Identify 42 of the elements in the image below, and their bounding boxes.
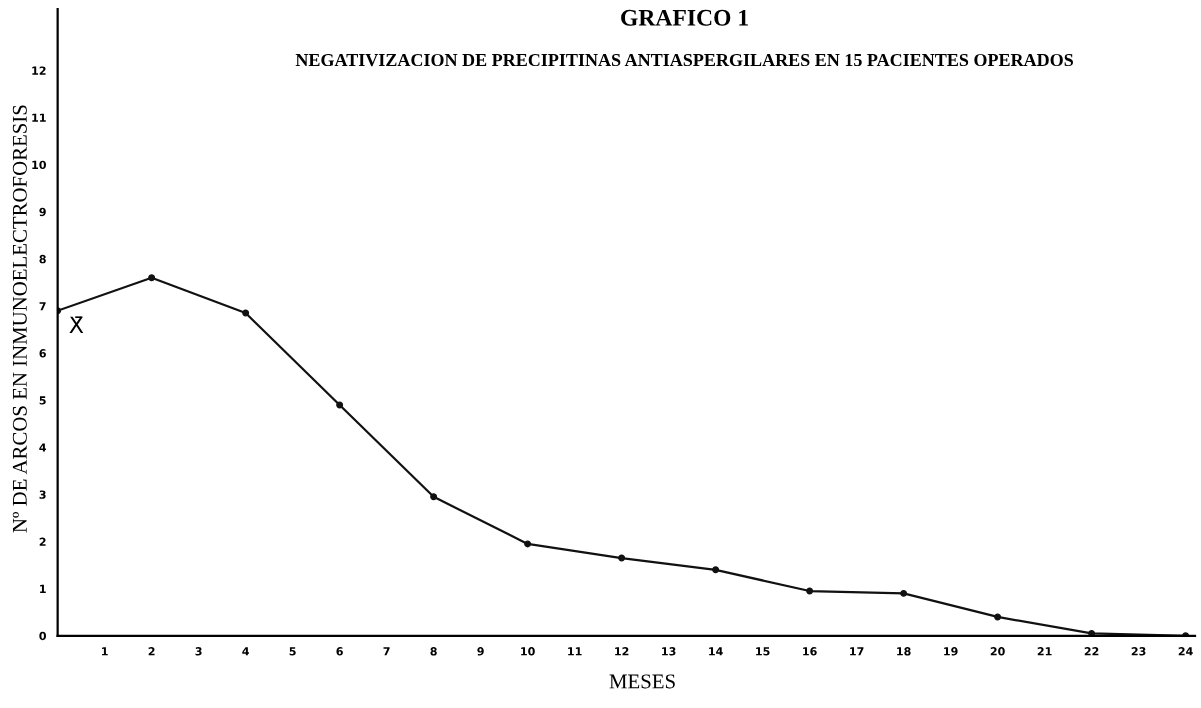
x-tick-label: 22: [1084, 647, 1099, 656]
y-tick-label: 7: [39, 302, 46, 311]
x-tick-label: 13: [662, 647, 676, 656]
x-tick-label: 6: [336, 647, 343, 656]
x-tick-label: 7: [383, 647, 390, 656]
x-axis-title: MESES: [609, 674, 675, 689]
y-tick-label: 11: [32, 113, 46, 122]
y-tick-label: 2: [39, 537, 46, 546]
x-tick-label: 18: [897, 647, 911, 656]
x-tick-label: 9: [477, 647, 484, 656]
x-tick-label: 17: [850, 647, 864, 656]
y-axis-title: Nº DE ARCOS EN INMUNOELECTROFORESIS: [12, 105, 27, 533]
x-tick-label: 23: [1131, 647, 1146, 656]
x-tick-label: 8: [430, 647, 437, 656]
x-tick-label: 20: [990, 647, 1005, 656]
x-tick-label: 12: [615, 647, 629, 656]
y-tick-label: 5: [39, 396, 46, 405]
x-tick-label: 3: [195, 647, 202, 656]
x-tick-label: 2: [148, 647, 155, 656]
x-tick-label: 21: [1037, 647, 1052, 656]
x-tick-label: 16: [803, 647, 817, 656]
x-tick-label: 1: [102, 647, 108, 656]
x-tick-label: 19: [944, 647, 958, 656]
y-tick-label: 3: [39, 490, 46, 499]
y-tick-label: 9: [39, 207, 46, 217]
y-tick-label: 0: [39, 631, 47, 641]
x-tick-label: 11: [568, 647, 582, 656]
y-tick-label: 6: [39, 349, 46, 358]
chart-title: GRAFICO 1: [621, 9, 748, 26]
y-tick-label: 10: [32, 160, 47, 170]
x-tick-label: 4: [242, 647, 249, 656]
text: NEGATIVIZACION DE PRECIPITINAS ANTIASPERGILARES EN 15 PACIENTES OPERADOS: [295, 53, 1073, 67]
annotation: X̄: [69, 316, 84, 333]
y-tick-label: 8: [39, 254, 46, 264]
x-tick-label: 14: [709, 647, 723, 656]
y-tick-label: 4: [39, 443, 47, 452]
y-tick-label: 1: [40, 584, 46, 593]
x-tick-label: 15: [756, 647, 770, 656]
x-tick-label: 24: [1178, 647, 1193, 656]
x-tick-label: 10: [521, 647, 535, 656]
x-tick-label: 5: [289, 647, 296, 656]
y-tick-label: 12: [32, 66, 46, 75]
